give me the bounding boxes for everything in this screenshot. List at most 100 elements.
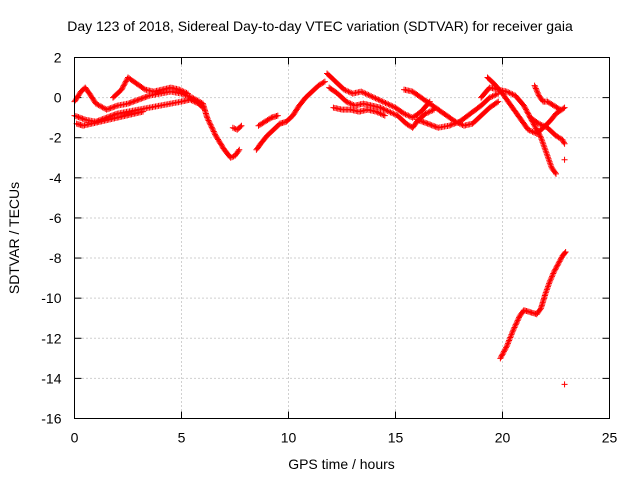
data-point	[562, 249, 569, 256]
data-point	[500, 348, 507, 355]
data-point	[522, 105, 529, 112]
series-track-j	[330, 104, 388, 119]
data-point	[560, 138, 567, 145]
data-point	[142, 94, 149, 101]
data-point	[378, 111, 385, 118]
data-point	[137, 96, 144, 103]
data-point	[376, 97, 383, 104]
data-point	[555, 105, 562, 112]
data-point	[501, 347, 508, 354]
data-point	[510, 327, 517, 334]
data-point	[559, 136, 566, 143]
data-point	[413, 116, 420, 123]
data-point	[236, 146, 243, 153]
data-point	[524, 109, 531, 116]
data-point	[129, 99, 136, 106]
data-point	[415, 117, 422, 124]
data-point	[377, 110, 384, 117]
data-point	[377, 104, 384, 111]
data-point	[508, 331, 515, 338]
data-point	[561, 156, 568, 163]
data-point	[446, 122, 452, 129]
data-point	[135, 96, 142, 103]
data-point	[507, 334, 514, 341]
data-point	[180, 88, 187, 95]
data-point	[345, 88, 352, 95]
data-point	[506, 336, 513, 343]
data-point	[550, 269, 557, 276]
data-point	[505, 338, 512, 345]
data-point	[229, 124, 236, 131]
data-point	[145, 93, 152, 100]
data-point	[425, 109, 432, 116]
data-point	[504, 341, 511, 348]
data-point	[359, 89, 366, 96]
data-point	[210, 128, 217, 135]
data-point	[488, 93, 495, 100]
data-point	[556, 258, 563, 265]
data-point	[532, 85, 539, 92]
data-point	[493, 99, 500, 106]
data-point	[72, 113, 79, 120]
series-track-l	[413, 90, 502, 131]
data-point	[555, 259, 562, 266]
data-point	[78, 115, 85, 122]
data-point	[388, 109, 395, 116]
data-point	[419, 118, 426, 125]
data-point	[557, 106, 564, 113]
data-point	[541, 123, 548, 130]
x-tick-label: 5	[178, 430, 186, 446]
series-track-i	[326, 84, 438, 131]
data-point	[492, 91, 499, 98]
data-point	[422, 110, 429, 117]
data-point	[512, 323, 519, 330]
y-tick-label: -4	[49, 170, 62, 186]
data-point	[227, 154, 234, 161]
data-point	[420, 119, 427, 126]
data-point	[537, 121, 544, 128]
data-point	[211, 129, 218, 136]
x-tick-label: 25	[602, 430, 618, 446]
data-point	[525, 110, 532, 117]
data-point	[540, 122, 547, 129]
data-point	[373, 95, 380, 102]
data-point	[503, 344, 510, 351]
x-tick-label: 20	[495, 430, 511, 446]
data-point	[533, 125, 540, 132]
data-point	[386, 108, 393, 115]
data-point	[189, 97, 196, 104]
data-point	[455, 119, 462, 126]
data-point	[187, 96, 194, 103]
data-point	[371, 94, 378, 101]
data-point	[346, 99, 353, 106]
data-point	[549, 271, 556, 278]
data-point	[235, 147, 242, 154]
data-point	[426, 108, 433, 115]
data-point	[267, 115, 274, 122]
data-point	[188, 97, 195, 104]
data-point	[499, 351, 506, 358]
data-point	[382, 99, 389, 106]
data-point	[498, 353, 505, 360]
data-point	[381, 112, 388, 119]
data-point	[553, 265, 559, 272]
data-point	[421, 119, 428, 126]
data-point	[205, 117, 212, 124]
data-point	[341, 86, 348, 93]
data-point	[561, 140, 568, 147]
data-point	[451, 120, 458, 127]
data-point	[383, 107, 390, 114]
data-point	[431, 123, 438, 130]
data-point	[405, 112, 412, 119]
data-point	[390, 110, 397, 117]
data-point	[184, 90, 191, 97]
data-point	[520, 102, 527, 109]
x-axis-label: GPS time / hours	[288, 456, 395, 472]
data-point	[343, 98, 350, 105]
data-point	[199, 104, 206, 111]
data-point	[366, 92, 373, 99]
data-point	[134, 97, 141, 104]
data-point	[497, 355, 504, 362]
data-point	[378, 105, 385, 112]
